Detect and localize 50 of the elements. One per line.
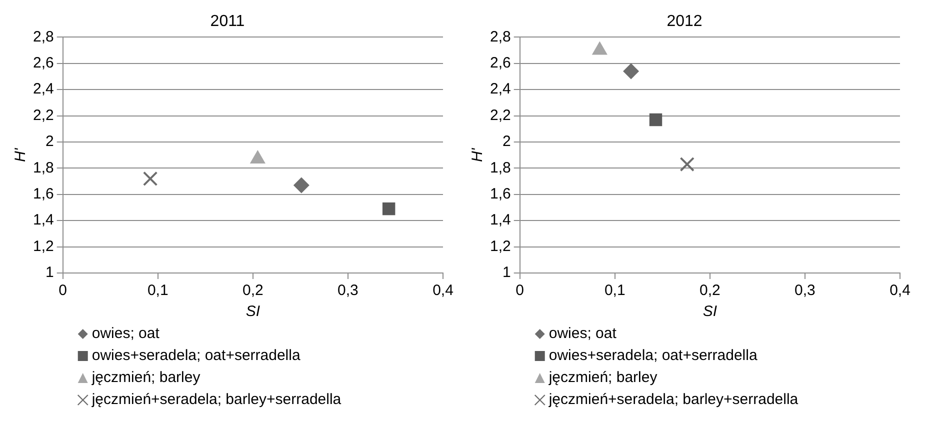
y-axis-title: H' — [469, 147, 486, 162]
y-axis-title: H' — [12, 147, 30, 162]
y-tick-label: 2,4 — [490, 80, 511, 98]
x-tick-label: 0,1 — [604, 282, 626, 300]
legend-label: owies; oat — [92, 325, 160, 342]
x-tick-label: 0,3 — [338, 282, 358, 300]
y-tick-label: 1,2 — [32, 238, 54, 255]
legend-label: owies+seradela; oat+serradella — [548, 347, 758, 364]
x-tick-label: 0 — [58, 282, 68, 300]
point — [382, 202, 396, 216]
y-tick-label: 2,4 — [32, 80, 54, 98]
x-tick-label: 0,2 — [699, 282, 720, 300]
y-tick-label: 1,8 — [32, 159, 54, 176]
y-tick-label: 1,8 — [490, 159, 511, 176]
x-axis-title: SI — [246, 303, 260, 320]
y-tick-label: 2 — [46, 133, 54, 150]
y-tick-label: 1,6 — [32, 186, 54, 203]
y-tick-label: 1 — [46, 264, 54, 282]
x-tick-label: 0,1 — [147, 282, 168, 300]
y-tick-label: 1,4 — [490, 212, 511, 229]
legend-label: owies; oat — [548, 325, 618, 342]
y-tick-label: 1 — [502, 264, 511, 282]
x-axis-title: SI — [702, 303, 718, 320]
point — [649, 113, 662, 126]
point — [142, 171, 158, 186]
legend-label: owies+seradela; oat+serradella — [92, 347, 301, 364]
y-tick-label: 2,6 — [32, 54, 54, 72]
legend-label: jęczmień; barley — [90, 369, 201, 386]
y-tick-label: 1,4 — [32, 212, 54, 229]
point — [623, 63, 640, 80]
x-tick-label: 0,4 — [890, 282, 910, 300]
point — [680, 156, 694, 172]
y-tick-label: 2,2 — [490, 106, 511, 124]
y-tick-label: 2 — [502, 133, 511, 150]
x-tick-label: 0 — [516, 282, 524, 300]
chart-title: 2011 — [210, 13, 245, 30]
x-tick-label: 0,2 — [242, 282, 264, 300]
y-tick-label: 2,2 — [32, 106, 54, 124]
legend-label: jęczmień+seradela; barley+serradella — [548, 391, 799, 408]
legend-label: jęczmień+seradela; barley+serradella — [90, 391, 342, 408]
y-tick-label: 2,6 — [490, 54, 511, 72]
point — [293, 177, 310, 194]
x-tick-label: 0,4 — [432, 282, 454, 300]
chart-title: 2012 — [666, 13, 702, 30]
y-tick-label: 2,8 — [490, 28, 511, 46]
x-tick-label: 0,3 — [794, 282, 816, 300]
legend-label: jęczmień; barley — [548, 369, 658, 386]
y-tick-label: 1,2 — [490, 238, 511, 255]
y-tick-label: 2,8 — [32, 28, 54, 46]
y-tick-label: 1,6 — [490, 186, 511, 203]
